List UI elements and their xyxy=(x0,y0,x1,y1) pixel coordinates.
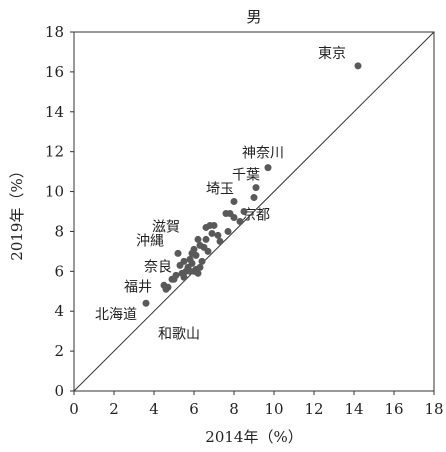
y-tick-label: 16 xyxy=(45,63,64,81)
data-point xyxy=(186,267,194,275)
data-point xyxy=(250,194,258,202)
data-point xyxy=(196,263,204,271)
data-point xyxy=(208,229,216,237)
x-tick-label: 18 xyxy=(424,400,443,418)
x-tick-label: 6 xyxy=(189,400,199,418)
data-point xyxy=(174,249,182,257)
x-tick-label: 2 xyxy=(109,400,119,418)
point-label: 北海道 xyxy=(95,307,137,323)
data-point xyxy=(164,283,172,291)
reference-line xyxy=(73,31,435,392)
y-tick-label: 0 xyxy=(54,382,64,400)
data-point xyxy=(202,235,210,243)
y-tick-label: 4 xyxy=(54,302,64,320)
data-point xyxy=(176,261,184,269)
x-tick-label: 12 xyxy=(304,400,323,418)
data-point xyxy=(206,221,214,229)
data-point xyxy=(230,198,238,206)
point-label: 和歌山 xyxy=(158,326,200,342)
x-tick-label: 4 xyxy=(149,400,159,418)
data-point xyxy=(236,217,244,225)
data-point xyxy=(216,237,224,245)
data-point xyxy=(142,299,150,307)
x-axis-title: 2014年（%） xyxy=(205,428,302,446)
data-point xyxy=(224,227,232,235)
point-label: 埼玉 xyxy=(206,182,234,198)
x-tick-label: 10 xyxy=(264,400,283,418)
data-point xyxy=(194,269,202,277)
data-point xyxy=(188,249,196,257)
y-tick-label: 14 xyxy=(45,103,64,121)
y-tick-label: 2 xyxy=(54,342,64,360)
data-point xyxy=(354,62,362,70)
y-axis-title: 2019年（%） xyxy=(8,163,26,260)
plot-area: 0 2 4 6 8 10 12 14 16 18 0 2 4 6 8 10 12 14 16 18 東京神奈川千葉埼玉京… xyxy=(45,23,444,418)
y-tick-label: 18 xyxy=(45,23,64,41)
y-tick-label: 10 xyxy=(45,183,64,201)
plot-frame xyxy=(73,31,435,392)
data-point xyxy=(264,164,272,172)
data-point xyxy=(214,231,222,239)
y-tick-label: 12 xyxy=(45,143,64,161)
data-point xyxy=(240,208,248,215)
data-point xyxy=(172,271,180,279)
point-label: 滋賀 xyxy=(152,219,180,235)
data-point xyxy=(180,273,188,281)
y-tick-label: 8 xyxy=(54,222,64,240)
point-label: 奈良 xyxy=(144,259,172,275)
point-label: 京都 xyxy=(242,208,270,224)
point-label: 千葉 xyxy=(232,168,260,184)
point-label: 沖縄 xyxy=(136,233,164,249)
point-label: 福井 xyxy=(124,279,152,295)
data-point xyxy=(230,213,238,221)
data-point xyxy=(204,247,212,255)
x-tick-label: 16 xyxy=(384,400,403,418)
data-point xyxy=(198,257,206,265)
point-label: 神奈川 xyxy=(242,146,284,162)
x-tick-label: 8 xyxy=(229,400,239,418)
y-tick-label: 6 xyxy=(54,262,64,280)
data-point xyxy=(194,235,202,243)
x-tick-label: 0 xyxy=(69,400,79,418)
x-tick-label: 14 xyxy=(344,400,363,418)
point-label: 東京 xyxy=(318,46,346,62)
data-point xyxy=(252,184,260,192)
chart-title: 男 xyxy=(246,8,261,26)
